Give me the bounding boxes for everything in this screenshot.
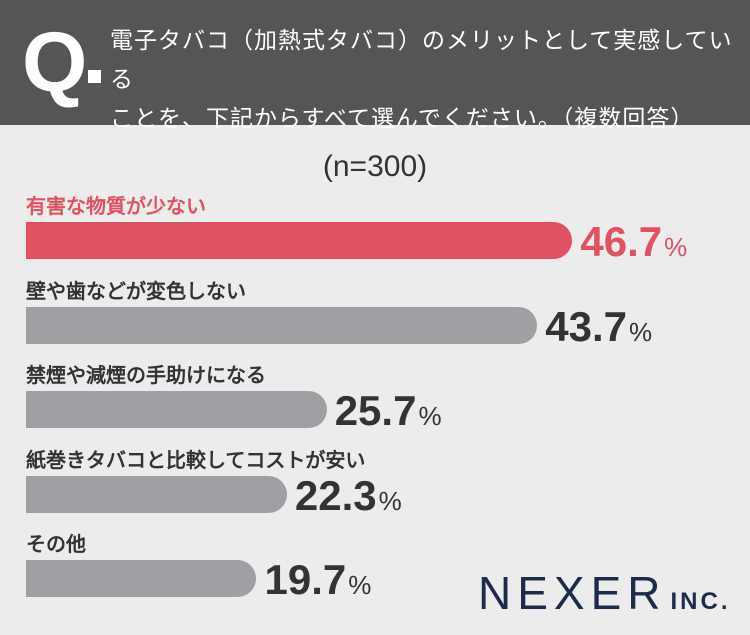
category-label: 紙巻きタバコと比較してコストが安い — [26, 447, 366, 472]
value-label: 22.3% — [294, 471, 402, 522]
value-number: 25.7 — [334, 387, 417, 434]
question-header: Q 電子タバコ（加熱式タバコ）のメリットとして実感している ことを、下記からすべ… — [0, 0, 750, 132]
value-unit: % — [629, 316, 653, 347]
value-number: 46.7 — [580, 218, 663, 265]
question-mark: Q — [22, 15, 88, 109]
value-number: 22.3 — [294, 471, 377, 519]
category-label: その他 — [26, 532, 86, 556]
value-unit: % — [418, 401, 442, 431]
value-label: 43.7% — [545, 302, 653, 353]
value-unit: % — [664, 232, 688, 262]
value-unit: % — [378, 485, 402, 516]
bar — [26, 391, 327, 428]
question-line-2: ことを、下記からすべて選んでください。（複数回答） — [110, 106, 695, 132]
bar — [26, 560, 257, 597]
value-number: 43.7 — [545, 302, 628, 350]
category-label: 有害な物質が少ない — [26, 194, 206, 218]
logo-main: NEXER — [478, 567, 667, 619]
category-label: 禁煙や減煙の手助けになる — [26, 363, 266, 387]
category-label: 壁や歯などが変色しない — [26, 278, 246, 303]
sample-size-label: (n=300) — [322, 150, 428, 183]
bar — [26, 306, 538, 344]
value-label: 25.7% — [335, 390, 442, 437]
bar — [26, 475, 287, 513]
nexer-logo: NEXER INC. — [478, 566, 730, 620]
question-mark-dot — [88, 70, 101, 83]
value-label: 46.7% — [580, 221, 687, 268]
question-line-1: 電子タバコ（加熱式タバコ）のメリットとして実感している — [110, 28, 733, 93]
bar — [26, 222, 573, 259]
value-label: 19.7% — [264, 559, 371, 606]
value-unit: % — [348, 570, 372, 600]
value-number: 19.7 — [264, 556, 347, 603]
question-text: 電子タバコ（加熱式タバコ）のメリットとして実感している ことを、下記からすべて選… — [110, 22, 735, 139]
logo-suffix: INC. — [670, 588, 731, 615]
